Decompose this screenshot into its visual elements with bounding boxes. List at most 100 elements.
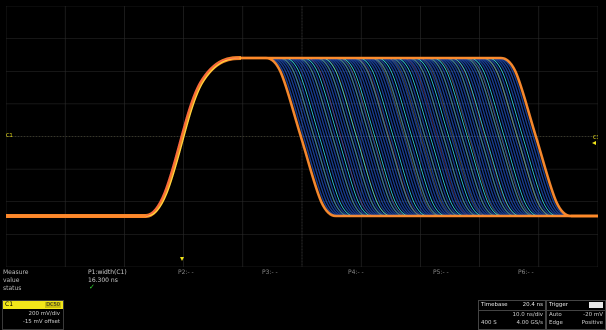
persistence-trace [241,57,598,217]
persistence-trace [241,57,598,217]
persistence-trace [241,57,598,217]
timebase-delay: 20.4 ns [522,302,543,308]
channel-name: C1 [5,301,14,308]
persistence-trace [241,57,598,217]
persistence-trace [241,57,598,217]
persistence-trace [241,57,598,217]
persistence-trace [241,57,598,217]
persistence-trace [241,57,598,217]
p1-status-check-icon: ✓ [89,283,95,291]
trigger-time-marker[interactable] [180,257,184,261]
persistence-trace [241,57,598,217]
persistence-trace [241,57,598,217]
time-per-div: 10.0 ns/div [512,312,543,318]
persistence-trace [241,57,598,217]
value-row-label: value [3,277,20,284]
rising-edge-trace-inner [6,57,243,217]
trigger-level: -20 mV [583,312,603,318]
measure-value-row: value 16.300 ns [3,277,603,285]
persistence-trace [241,57,598,217]
persistence-trace [241,57,598,217]
channel-header: C1 DC50 [3,301,63,309]
persistence-trace [241,57,598,217]
coupling-badge: DC50 [45,302,61,308]
persistence-trace [241,57,598,217]
trigger-slope: Positive [581,320,603,326]
persistence-trace [241,57,598,217]
persistence-trace [241,57,598,217]
persistence-trace [241,57,598,217]
channel-marker-left: C1 [6,133,13,139]
status-row-label: status [3,285,22,292]
trigger-header: Trigger DC [547,301,605,311]
edge-traces [6,56,598,218]
persistence-trace [241,57,598,217]
measure-header-label: Measure [3,269,29,276]
persistence-trace [241,57,598,217]
persistence-trace [241,57,598,217]
persistence-trace [241,57,598,217]
persistence-trace [241,57,598,217]
measure-param-p2[interactable]: P2:- - [178,269,194,276]
persistence-trace-warm [241,57,598,217]
persistence-trace [241,57,598,217]
persistence-trace [241,57,598,217]
channel-descriptor-box[interactable]: C1 DC50 200 mV/div -15 mV offset [2,300,64,330]
trigger-label: Trigger [549,302,568,308]
earliest-fall-trace [241,56,598,218]
persistence-trace-warm [241,57,598,217]
persistence-trace [241,57,598,217]
persistence-trace [241,57,598,217]
persistence-trace [241,57,598,217]
trigger-coupling-badge: DC [589,302,603,309]
measurement-table: Measure P1:width(C1) P2:- - P3:- - P4:- … [0,268,606,298]
trigger-level-marker[interactable] [592,141,596,145]
persistence-trace [241,57,598,217]
persistence-trace-warm [241,57,598,217]
persistence-trace [241,57,598,217]
persistence-trace [241,57,598,217]
timebase-header: Timebase 20.4 ns [479,301,545,311]
persistence-trace [241,57,598,217]
persistence-trace [241,57,598,217]
persistence-trace [241,57,598,217]
measure-param-p4[interactable]: P4:- - [348,269,364,276]
persistence-trace [241,57,598,217]
sample-rate: 4.00 GS/s [516,320,543,326]
persistence-trace [241,57,598,217]
memory-length: 400 S [481,320,497,326]
rising-edge-trace-outer [6,57,240,217]
persistence-trace [241,57,598,217]
waveform-display[interactable]: C1 C1 [6,6,598,267]
persistence-trace [241,57,598,217]
timebase-descriptor-box[interactable]: Timebase 20.4 ns 10.0 ns/div 400 S 4.00 … [478,300,546,330]
measure-param-p3[interactable]: P3:- - [262,269,278,276]
persistence-trace-warm [241,57,598,217]
persistence-trace [241,57,598,217]
persistence-trace-warm [241,57,598,217]
persistence-trace [241,57,598,217]
measure-param-p6[interactable]: P6:- - [518,269,534,276]
persistence-trace [241,57,598,217]
measure-header-row: Measure P1:width(C1) P2:- - P3:- - P4:- … [3,269,603,277]
persistence-trace [241,57,598,217]
persistence-trace [241,57,598,217]
persistence-trace [241,57,598,217]
persistence-trace [241,57,598,217]
persistence-trace [241,57,598,217]
trigger-descriptor-box[interactable]: Trigger DC Auto -20 mV Edge Positive [546,300,606,330]
persistence-trace-warm [241,57,598,217]
persistence-trace [241,57,598,217]
persistence-trace [241,57,598,217]
persistence-trace [241,57,598,217]
measure-param-p1[interactable]: P1:width(C1) [88,269,127,276]
measure-param-p5[interactable]: P5:- - [433,269,449,276]
persistence-trace [241,57,598,217]
persistence-trace [241,57,598,217]
persistence-trace [241,57,598,217]
persistence-trace [241,57,598,217]
persistence-trace [241,57,598,217]
measure-status-row: status ✓ [3,283,603,293]
persistence-trace [241,57,598,217]
